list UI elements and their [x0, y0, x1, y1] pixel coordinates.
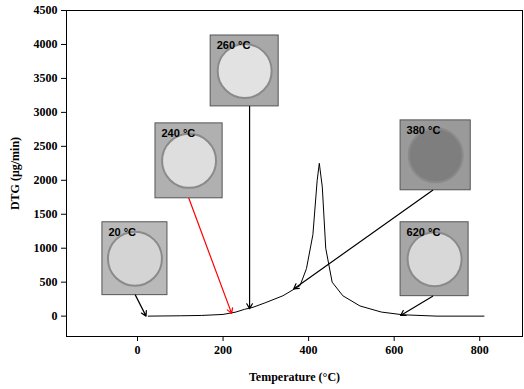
svg-text:20 °C: 20 °C [108, 226, 136, 238]
svg-text:1500: 1500 [34, 207, 58, 221]
svg-text:500: 500 [40, 275, 58, 289]
svg-text:600: 600 [385, 343, 403, 357]
svg-text:3000: 3000 [34, 105, 58, 119]
svg-text:800: 800 [471, 343, 489, 357]
svg-text:240 °C: 240 °C [161, 127, 195, 139]
svg-text:DTG (μg/min): DTG (μg/min) [8, 137, 22, 210]
svg-text:3500: 3500 [34, 71, 58, 85]
svg-text:1000: 1000 [34, 241, 58, 255]
svg-text:380 °C: 380 °C [407, 124, 441, 136]
svg-text:0: 0 [52, 309, 58, 323]
svg-text:2500: 2500 [34, 139, 58, 153]
svg-text:Temperature (°C): Temperature (°C) [249, 370, 340, 384]
svg-text:2000: 2000 [34, 173, 58, 187]
svg-text:200: 200 [214, 343, 232, 357]
svg-text:0: 0 [135, 343, 141, 357]
svg-text:4500: 4500 [34, 3, 58, 17]
svg-text:620 °C: 620 °C [407, 226, 441, 238]
svg-text:400: 400 [300, 343, 318, 357]
svg-text:4000: 4000 [34, 37, 58, 51]
svg-text:260 °C: 260 °C [217, 39, 251, 51]
